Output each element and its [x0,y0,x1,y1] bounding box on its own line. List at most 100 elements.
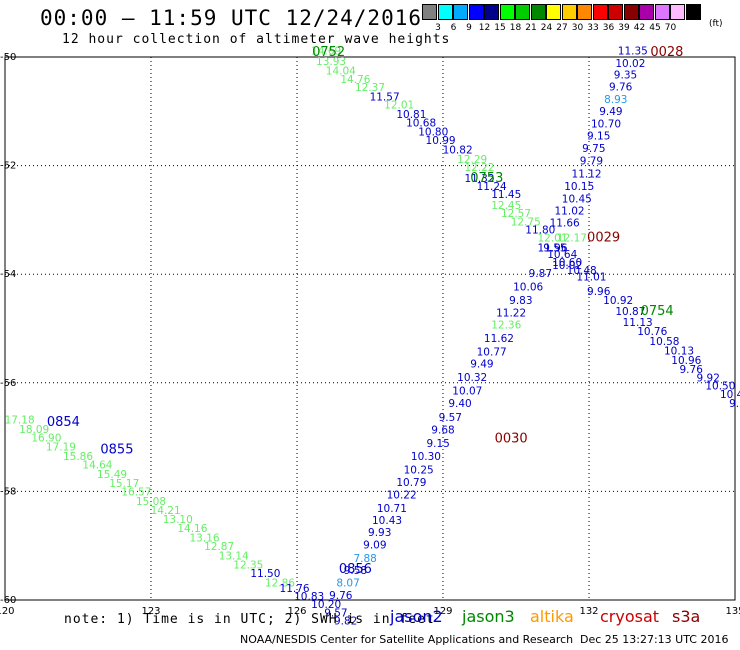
legend-color-swatch [608,4,623,20]
legend-color-swatch [546,4,561,20]
legend-tick-label: 3 [435,23,441,33]
longitude-tick-label: 126 [287,606,306,617]
wave-height-reading: 11.22 [496,308,526,320]
legend-color-swatch [561,4,577,20]
wave-height-reading: 9.15 [426,438,449,450]
legend-color-swatch [453,4,468,20]
wave-height-reading: 10.06 [513,281,543,293]
note-text: note: 1) Time is in UTC; 2) SWH is in fe… [64,612,435,627]
wave-height-reading: 10.96 [671,355,701,367]
legend-color-swatch [639,4,654,20]
wave-height-reading: 15.49 [97,469,127,481]
footer-generated-date: Dec 25 13:27:13 UTC 2016 [580,633,729,646]
wave-height-reading: 10.13 [664,346,694,358]
pass-time-label: 0855 [100,442,133,457]
pass-time-label: 0030 [495,432,528,447]
wave-height-reading: 10.64 [547,249,577,261]
wave-height-reading: 9.76 [329,590,353,602]
wave-height-reading: 11.62 [484,333,514,345]
wave-height-reading: 10.48 [567,265,597,277]
latitude-tick-label: -56 [0,378,16,389]
legend-color-swatch [468,4,484,20]
wave-height-reading: 18.09 [19,424,49,436]
map-frame [4,56,736,601]
wave-height-reading: 15.08 [136,496,166,508]
wave-height-reading: 12.87 [204,541,234,553]
wave-height-reading: 9.15 [587,131,610,143]
legend-tick-label: 18 [509,23,522,33]
wave-height-reading: 10.02 [552,260,582,272]
wave-height-reading: 9.76 [609,82,633,94]
wave-height-reading: 11.35 [618,45,648,57]
legend-color-swatch [422,4,437,20]
legend-tick-label: 12 [478,23,491,33]
wave-height-reading: 10.43 [372,515,402,527]
wave-height-reading: 10.70 [591,119,621,131]
wave-height-reading: 10.80 [418,127,448,139]
wave-height-reading: 14.21 [151,505,181,517]
wave-height-reading: 14.69 [311,45,341,57]
legend-color-swatch [437,4,453,20]
wave-height-reading: 12.45 [491,200,521,212]
footer-credit: NOAA/NESDIS Center for Satellite Applica… [240,633,574,646]
wave-height-reading: 12.86 [265,577,295,589]
wave-height-reading: 10.79 [396,477,426,489]
legend-color-swatch [670,4,685,20]
legend-unit: (ft) [709,19,723,29]
wave-height-reading: 15.86 [63,451,93,463]
pass-time-label: 0028 [650,45,683,60]
pass-time-label: 0029 [587,231,620,246]
wave-height-reading: 9.49 [470,359,493,371]
legend-color-swatch [515,4,530,20]
pass-time-label: 0754 [641,304,674,319]
wave-height-reading: 9.87 [529,268,552,280]
wave-height-reading: 10.81 [396,109,426,121]
wave-height-reading: 11.13 [623,317,653,329]
wave-height-reading: 10.77 [477,347,507,359]
wave-height-reading: 12.37 [355,82,385,94]
satellite-legend-altika: altika [530,607,574,626]
wave-height-reading: 11.01 [576,272,606,284]
wave-height-reading: 10.44 [720,389,740,401]
wave-height-reading: 10.82 [443,145,473,157]
wave-height-reading: 9.68 [431,424,454,436]
wave-height-reading: 11.50 [250,568,280,580]
wave-height-reading: 10.87 [615,306,645,318]
wave-height-reading: 10.30 [411,451,441,463]
latitude-tick-label: -58 [0,486,16,497]
wave-height-reading: 9.3 [729,398,740,410]
latitude-tick-label: -60 [0,595,16,606]
wave-height-reading: 11.66 [550,217,580,229]
wave-height-reading: 7.88 [353,553,376,565]
wave-height-reading: 14.04 [326,65,356,77]
wave-height-reading: 10.20 [311,599,341,611]
satellite-legend-jason2: jason2 [390,607,443,626]
legend-tick-label: 21 [525,23,537,33]
wave-height-reading: 17.18 [5,415,35,427]
wave-height-reading: 9.96 [587,286,611,298]
latitude-tick-label: -54 [0,269,16,280]
wave-height-reading: 10.25 [404,464,434,476]
wave-height-reading: 12.17 [557,233,587,245]
wave-height-reading: 9.55 [543,242,566,254]
wave-height-reading: 10.50 [705,380,735,392]
wave-height-reading: 8.07 [336,577,359,589]
wave-height-reading: 10.32 [457,372,487,384]
wave-height-reading: 11.12 [572,169,602,181]
legend-tick-label: 27 [556,23,568,33]
wave-height-reading: 9.35 [614,70,637,82]
legend-tick-label: 15 [494,23,506,33]
legend-color-swatch [592,4,608,20]
wave-height-reading: 10.71 [377,503,407,515]
wave-height-reading: 11.02 [555,205,585,217]
pass-time-label: 0856 [339,562,372,577]
wave-height-reading: 9.92 [697,373,720,385]
legend-tick-label: 9 [466,23,472,33]
pass-time-label: 0753 [470,171,503,186]
wave-height-reading: 12.35 [233,560,263,572]
wave-height-reading: 12.22 [464,162,494,174]
wave-height-reading: 13.14 [219,550,249,562]
wave-height-reading: 11.76 [280,583,310,595]
wave-height-reading: 9.93 [368,527,391,539]
